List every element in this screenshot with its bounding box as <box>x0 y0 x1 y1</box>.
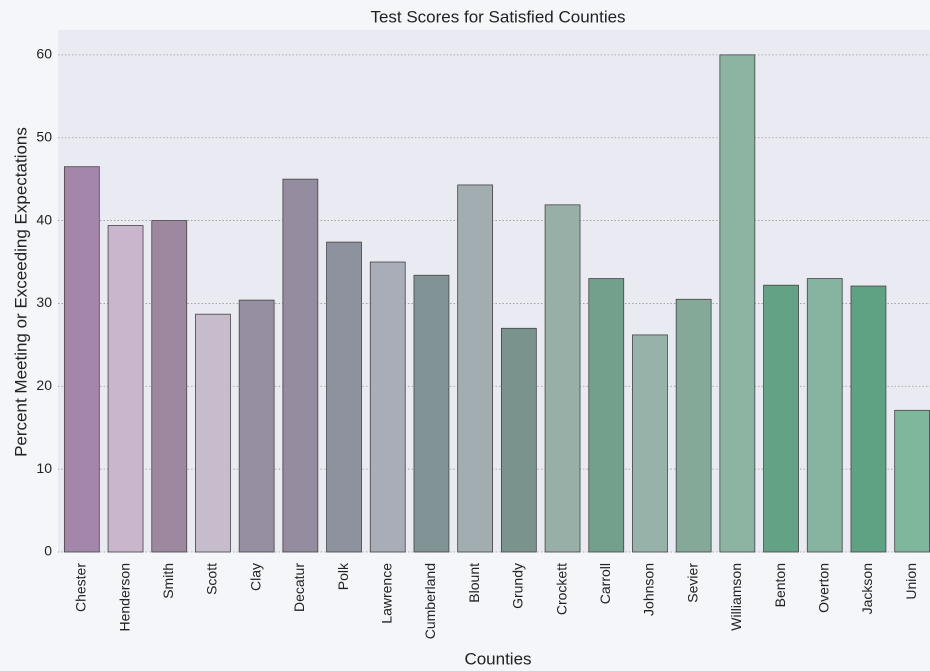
bar <box>457 184 494 553</box>
bar <box>413 274 450 553</box>
x-tick-label: Carroll <box>597 563 613 604</box>
x-tick-label: Chester <box>73 563 89 612</box>
bar <box>632 334 668 553</box>
bar <box>675 298 712 553</box>
y-tick-label: 20 <box>36 377 52 393</box>
bar <box>806 278 843 553</box>
x-tick-label: Overton <box>815 563 831 613</box>
x-tick-label: Jackson <box>859 563 875 614</box>
y-tick-label: 60 <box>36 46 52 62</box>
x-axis-label: Counties <box>464 649 531 668</box>
bar <box>500 327 537 553</box>
x-tick-label: Crockett <box>553 563 569 615</box>
x-tick-label: Decatur <box>291 563 307 612</box>
bar <box>195 313 231 553</box>
bar <box>588 278 625 553</box>
bar <box>894 409 930 553</box>
plot-area <box>58 30 930 552</box>
x-tick-label: Benton <box>772 563 788 607</box>
bar <box>719 54 756 553</box>
bar <box>107 225 144 553</box>
y-tick-label: 10 <box>36 460 52 476</box>
x-tick-label: Grundy <box>510 563 526 609</box>
bar <box>151 220 188 553</box>
chart-title: Test Scores for Satisfied Counties <box>370 7 625 26</box>
x-tick-label: Union <box>903 563 919 600</box>
bar <box>238 299 275 553</box>
y-axis-label: Percent Meeting or Exceeding Expectation… <box>11 127 30 457</box>
x-tick-label: Blount <box>466 563 482 603</box>
x-tick-label: Cumberland <box>422 563 438 639</box>
y-tick-label: 40 <box>36 211 52 227</box>
x-tick-label: Sevier <box>684 563 700 603</box>
x-tick-label: Clay <box>247 563 263 591</box>
bar <box>282 178 319 553</box>
x-tick-label: Johnson <box>641 563 657 616</box>
y-tick-label: 0 <box>44 543 52 559</box>
x-tick-label: Scott <box>204 563 220 595</box>
bar <box>326 241 362 553</box>
x-tick-label: Lawrence <box>378 563 394 624</box>
bar <box>369 261 406 553</box>
x-tick-label: Henderson <box>116 563 132 632</box>
bar <box>63 166 100 553</box>
x-tick-label: Polk <box>335 562 351 590</box>
x-tick-label: Williamson <box>728 563 744 631</box>
y-tick-label: 50 <box>36 128 52 144</box>
y-tick-label: 30 <box>36 294 52 310</box>
x-tick-label: Smith <box>160 563 176 599</box>
bar <box>763 284 799 553</box>
bar <box>850 285 887 553</box>
bar <box>544 204 581 553</box>
